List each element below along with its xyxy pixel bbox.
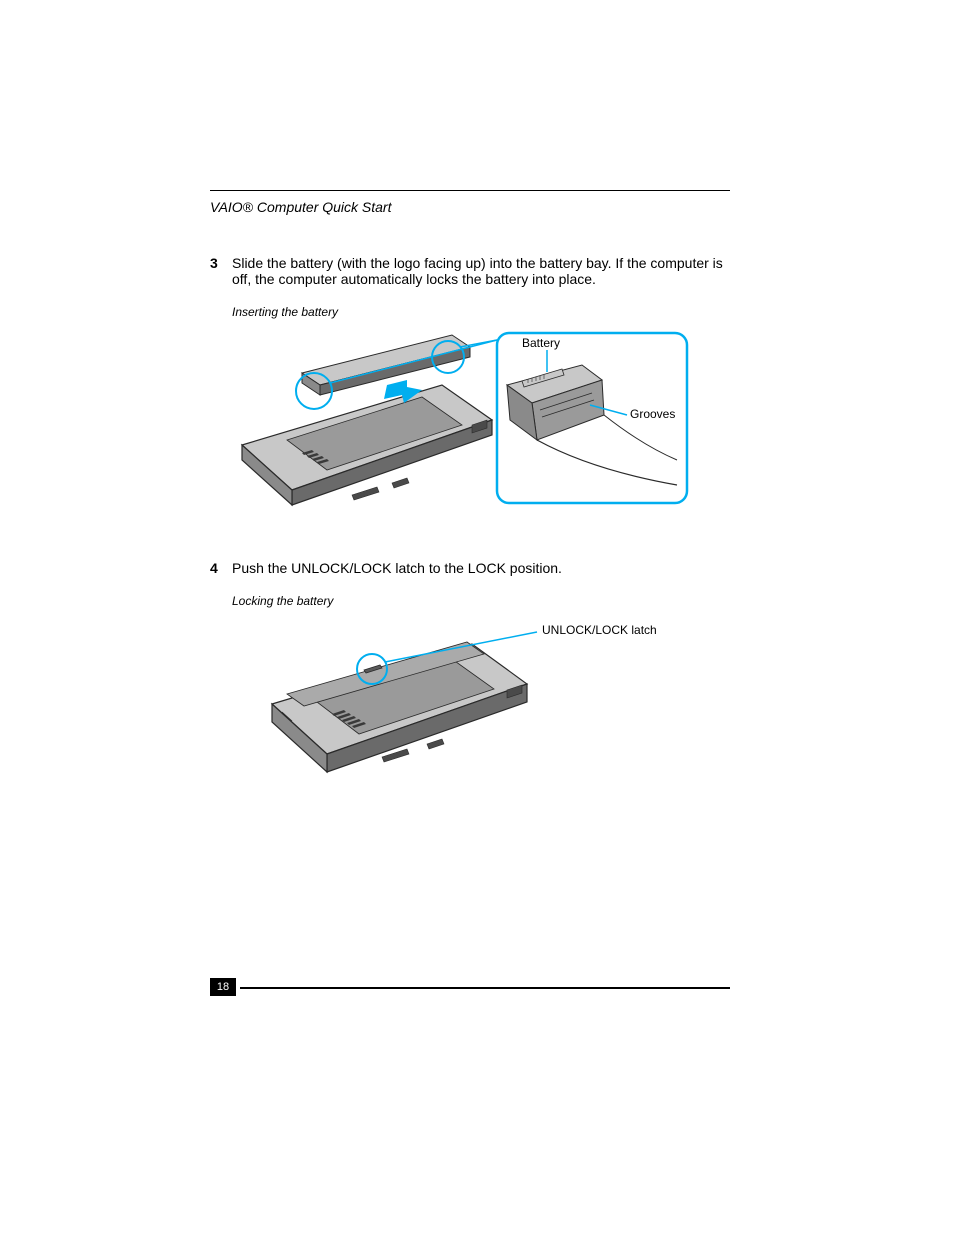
- laptop-locked-view: [272, 642, 527, 772]
- figure-1-diagram: Battery Grooves: [210, 325, 730, 530]
- step-4-number: 4: [210, 560, 232, 576]
- latch-label: UNLOCK/LOCK latch: [542, 623, 657, 637]
- page-number: 18: [210, 978, 236, 996]
- laptop-main-view: [242, 385, 492, 505]
- step-4-body: Push the UNLOCK/LOCK latch to the LOCK p…: [232, 560, 562, 576]
- figure-1-title: Inserting the battery: [210, 305, 730, 319]
- step-3-number: 3: [210, 255, 232, 271]
- grooves-label: Grooves: [630, 407, 675, 421]
- step-3-body: Slide the battery (with the logo facing …: [232, 255, 723, 287]
- step-3-text: 3Slide the battery (with the logo facing…: [210, 255, 730, 287]
- footer-rule: [240, 987, 730, 989]
- header-title: VAIO® Computer Quick Start: [210, 199, 730, 215]
- battery-label: Battery: [522, 336, 560, 350]
- figure-2-title: Locking the battery: [210, 594, 730, 608]
- step-4-text: 4Push the UNLOCK/LOCK latch to the LOCK …: [210, 560, 730, 576]
- header-rule: [210, 190, 730, 191]
- battery-piece: [302, 335, 470, 395]
- figure-2-diagram: UNLOCK/LOCK latch: [210, 614, 730, 799]
